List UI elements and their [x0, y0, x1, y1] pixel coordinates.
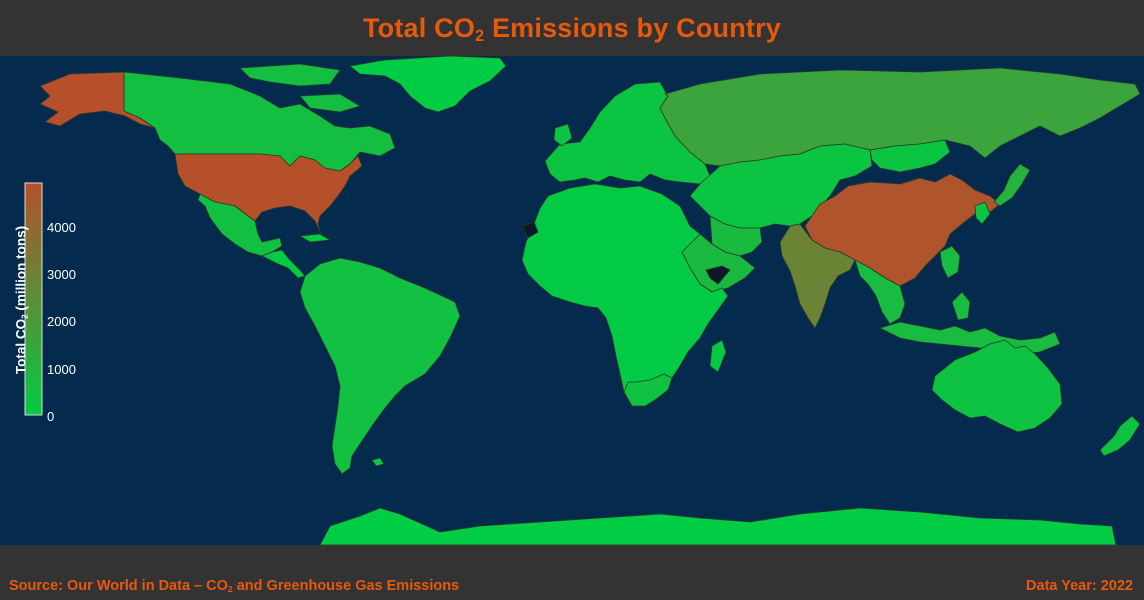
region[interactable]: [854, 259, 906, 325]
region-no-data[interactable]: [521, 221, 539, 239]
region-no-data[interactable]: [705, 265, 731, 285]
region[interactable]: [869, 139, 951, 173]
map-svg[interactable]: [0, 56, 1144, 545]
region[interactable]: [544, 81, 711, 185]
legend-tick-label: 2000: [47, 314, 76, 330]
region[interactable]: [261, 249, 306, 279]
world-map[interactable]: [0, 56, 1144, 545]
source-credit: Source: Our World in Data – CO2 and Gree…: [9, 578, 460, 595]
region[interactable]: [319, 507, 1117, 545]
region[interactable]: [939, 245, 961, 279]
region[interactable]: [623, 373, 673, 407]
legend-title: Total CO2 (million tons): [13, 225, 30, 375]
region[interactable]: [197, 193, 283, 257]
region[interactable]: [1099, 415, 1141, 457]
legend-tick-label: 1000: [47, 361, 76, 377]
region[interactable]: [709, 339, 727, 373]
legend-tick-label: 3000: [47, 266, 76, 282]
region[interactable]: [974, 201, 991, 225]
header-bar: Total CO2 Emissions by Country: [0, 0, 1144, 56]
region[interactable]: [951, 291, 971, 321]
region[interactable]: [521, 183, 729, 407]
region[interactable]: [931, 339, 1063, 433]
region[interactable]: [371, 457, 385, 467]
region[interactable]: [553, 123, 573, 147]
region[interactable]: [299, 233, 331, 243]
region[interactable]: [993, 163, 1031, 207]
region[interactable]: [299, 93, 361, 113]
chart-title: Total CO2 Emissions by Country: [362, 12, 782, 45]
data-year: Data Year: 2022: [1026, 578, 1133, 594]
region[interactable]: [879, 321, 1061, 355]
footer-bar: Source: Our World in Data – CO2 and Gree…: [0, 545, 1144, 600]
region[interactable]: [239, 63, 341, 87]
legend-tick-label: 0: [47, 409, 55, 424]
region[interactable]: [659, 67, 1141, 167]
legend-tick-label: 4000: [47, 219, 76, 235]
region[interactable]: [779, 223, 856, 329]
color-scale-bar: [24, 182, 43, 416]
region[interactable]: [349, 56, 507, 113]
region[interactable]: [299, 257, 461, 475]
